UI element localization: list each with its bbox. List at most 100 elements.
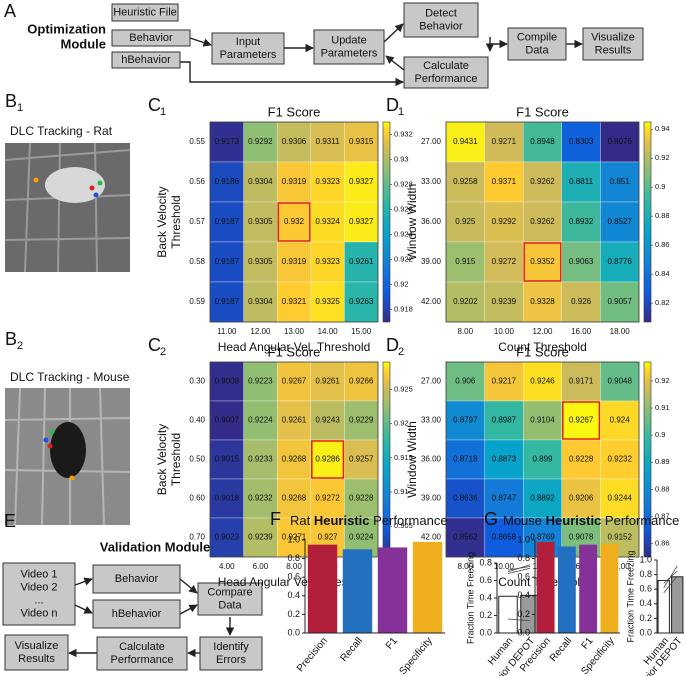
cell-value: 0.9266 — [349, 377, 374, 386]
cell-value: 0.9286 — [315, 455, 340, 464]
cell-value: 0.8303 — [569, 137, 594, 146]
y-axis-label: Back Velocity — [155, 424, 169, 495]
panel-label-sub: 2 — [17, 340, 23, 352]
colorbar-tick-label: 0.926 — [394, 204, 413, 213]
y-axis-label: Back Velocity — [155, 186, 169, 257]
bar — [498, 595, 518, 634]
y-tick-label: 27.00 — [421, 377, 442, 386]
cell-value: 0.9323 — [315, 177, 340, 186]
cell-value: 0.9306 — [282, 137, 307, 146]
box — [403, 2, 479, 38]
bar — [307, 544, 338, 633]
box — [111, 51, 181, 69]
cell-value: 0.9057 — [607, 297, 632, 306]
marker — [89, 185, 95, 191]
cell-value: 0.9232 — [607, 455, 632, 464]
heatmap-cell — [523, 361, 562, 402]
highlight-box — [277, 202, 311, 242]
box-text: Results — [18, 653, 55, 665]
paired-line — [507, 567, 531, 574]
bar — [342, 549, 373, 633]
cell-value: 0.8769 — [530, 533, 555, 542]
heatmap-cell — [600, 241, 640, 283]
colorbar-tick-label: 0.93 — [394, 154, 409, 163]
x-tick-label: 4.00 — [219, 562, 235, 571]
heatmap-cell — [484, 161, 524, 203]
box-text: ... — [34, 594, 43, 606]
colorbar-tick-label: 0.9 — [655, 182, 665, 191]
module-title: Validation Module — [100, 539, 211, 554]
title-part: Performance — [605, 513, 679, 528]
y-tick-label: 42.00 — [421, 297, 442, 306]
cell-value: 0.851 — [610, 177, 631, 186]
y-tick-label: 0.8 — [479, 557, 492, 567]
cell-value: 0.9007 — [215, 416, 240, 425]
marker — [93, 192, 99, 198]
plot-frame — [209, 121, 379, 323]
colorbar — [382, 121, 391, 323]
box-text: Behavior — [115, 573, 159, 585]
heatmap-cell — [310, 201, 345, 243]
box-text: hBehavior — [121, 54, 171, 66]
y-tick-label: 0.2 — [517, 609, 530, 619]
cell-value: 0.9257 — [349, 455, 374, 464]
y-tick-label: 39.00 — [421, 257, 442, 266]
y-tick-label: 0.4 — [479, 592, 492, 602]
cell-value: 0.9173 — [215, 137, 240, 146]
heatmap-cell — [445, 161, 485, 203]
heatmap-cell — [310, 439, 345, 480]
axes — [304, 540, 445, 634]
axes — [496, 563, 541, 634]
colorbar-tick-label: 0.9 — [655, 430, 665, 439]
bar — [377, 547, 408, 633]
x-tick-label: 12.00 — [532, 327, 553, 336]
heatmap-cell — [561, 201, 601, 243]
box-text: Video n — [20, 607, 57, 619]
heatmap-cell — [209, 241, 244, 283]
x-tick-label: 12.00 — [250, 327, 271, 336]
box-text: Visualize — [591, 31, 635, 43]
heatmap-cell — [277, 361, 311, 402]
y-tick-label: 0.0 — [517, 627, 530, 637]
cell-value: 0.9233 — [248, 455, 273, 464]
colorbar-tick-label: 0.92 — [394, 419, 409, 428]
x-tick-label: 8.00 — [458, 327, 474, 336]
marker — [97, 180, 103, 186]
cell-value: 0.9327 — [349, 177, 374, 186]
box — [211, 32, 285, 65]
paired-line — [663, 575, 678, 594]
box-text: Compare — [207, 586, 252, 598]
colorbar-tick-label: 0.932 — [394, 129, 413, 138]
x-tick-label: 10.00 — [494, 327, 515, 336]
heatmap-cell — [310, 121, 345, 163]
cell-value: 0.9267 — [282, 377, 307, 386]
heatmap-cell — [344, 439, 379, 480]
plot-frame — [209, 361, 379, 558]
heatmap-cell — [243, 241, 278, 283]
colorbar-tick-label: 0.905 — [394, 521, 413, 530]
cell-value: 0.9262 — [530, 217, 555, 226]
panel-label: G — [484, 509, 498, 529]
colorbar-tick-label: 0.92 — [655, 376, 670, 385]
panel-label: D — [386, 95, 399, 115]
plot-frame — [445, 121, 640, 323]
box-text: hBehavior — [112, 608, 162, 620]
cell-value: 0.9224 — [248, 416, 273, 425]
cell-value: 0.9015 — [215, 455, 240, 464]
cell-value: 0.9261 — [315, 377, 340, 386]
colorbar-tick-label: 0.915 — [394, 453, 413, 462]
cell-value: 0.9048 — [607, 377, 632, 386]
box — [96, 636, 188, 671]
x-tick-label: Recall — [548, 636, 574, 664]
cell-value: 0.9202 — [453, 297, 478, 306]
box — [197, 582, 263, 616]
y-axis-label: Window Width — [405, 421, 419, 498]
box — [4, 634, 69, 671]
colorbar-tick-label: 0.92 — [655, 153, 670, 162]
marker — [47, 443, 53, 449]
y-axis-label: Threshold — [169, 195, 183, 248]
box-text: Parameters — [321, 47, 378, 59]
chart-title: F1 Score — [268, 104, 321, 119]
highlight-box — [523, 242, 562, 282]
